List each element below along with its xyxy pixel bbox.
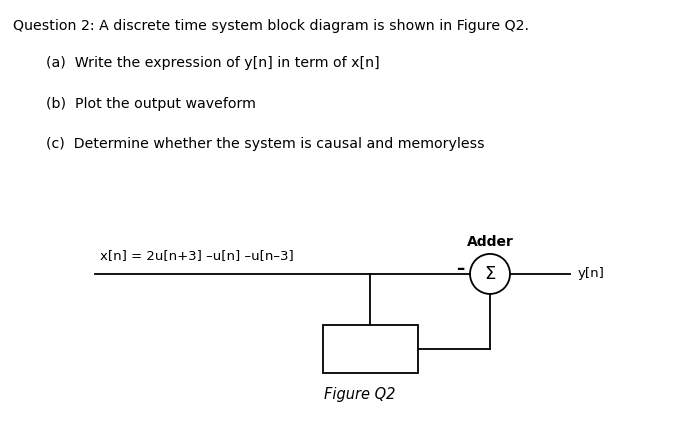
Text: Delay: Delay <box>352 335 388 348</box>
Text: Adder: Adder <box>467 235 513 249</box>
Bar <box>323 325 417 373</box>
Text: Σ: Σ <box>484 265 496 283</box>
Text: (2 sample): (2 sample) <box>337 351 404 365</box>
Text: (b)  Plot the output waveform: (b) Plot the output waveform <box>46 97 256 111</box>
Text: (a)  Write the expression of y[n] in term of x[n]: (a) Write the expression of y[n] in term… <box>46 56 379 70</box>
Text: –: – <box>456 260 464 278</box>
Text: (c)  Determine whether the system is causal and memoryless: (c) Determine whether the system is caus… <box>46 137 484 151</box>
Text: Question 2: A discrete time system block diagram is shown in Figure Q2.: Question 2: A discrete time system block… <box>13 19 528 33</box>
Text: x[n] = 2u[n+3] –u[n] –u[n–3]: x[n] = 2u[n+3] –u[n] –u[n–3] <box>100 249 294 262</box>
Text: Figure Q2: Figure Q2 <box>324 387 396 402</box>
Text: y[n]: y[n] <box>578 267 605 281</box>
